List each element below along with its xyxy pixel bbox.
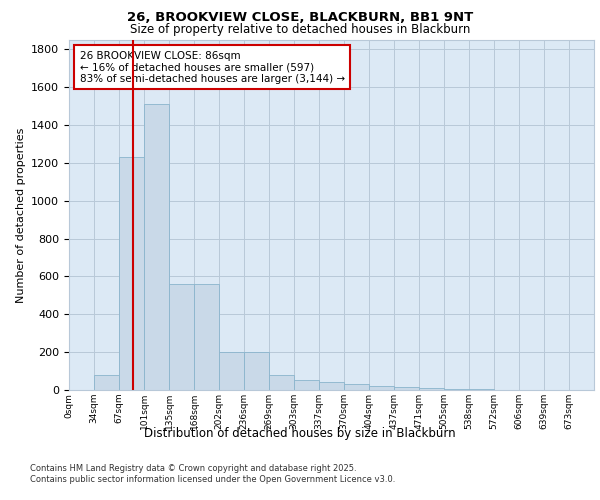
Bar	[394, 387, 419, 390]
Text: Contains public sector information licensed under the Open Government Licence v3: Contains public sector information licen…	[30, 475, 395, 484]
Text: 26 BROOKVIEW CLOSE: 86sqm
← 16% of detached houses are smaller (597)
83% of semi: 26 BROOKVIEW CLOSE: 86sqm ← 16% of detac…	[79, 50, 344, 84]
Bar	[369, 386, 394, 390]
Bar	[94, 375, 119, 390]
Bar	[219, 352, 244, 390]
Text: Size of property relative to detached houses in Blackburn: Size of property relative to detached ho…	[130, 22, 470, 36]
Text: Distribution of detached houses by size in Blackburn: Distribution of detached houses by size …	[144, 428, 456, 440]
Bar	[419, 388, 444, 390]
Bar	[144, 104, 169, 390]
Bar	[119, 158, 144, 390]
Bar	[319, 382, 344, 390]
Text: Contains HM Land Registry data © Crown copyright and database right 2025.: Contains HM Land Registry data © Crown c…	[30, 464, 356, 473]
Y-axis label: Number of detached properties: Number of detached properties	[16, 128, 26, 302]
Bar	[294, 380, 319, 390]
Bar	[344, 384, 369, 390]
Bar	[194, 284, 219, 390]
Text: 26, BROOKVIEW CLOSE, BLACKBURN, BB1 9NT: 26, BROOKVIEW CLOSE, BLACKBURN, BB1 9NT	[127, 11, 473, 24]
Bar	[269, 375, 294, 390]
Bar	[169, 284, 194, 390]
Bar	[244, 352, 269, 390]
Bar	[444, 389, 469, 390]
